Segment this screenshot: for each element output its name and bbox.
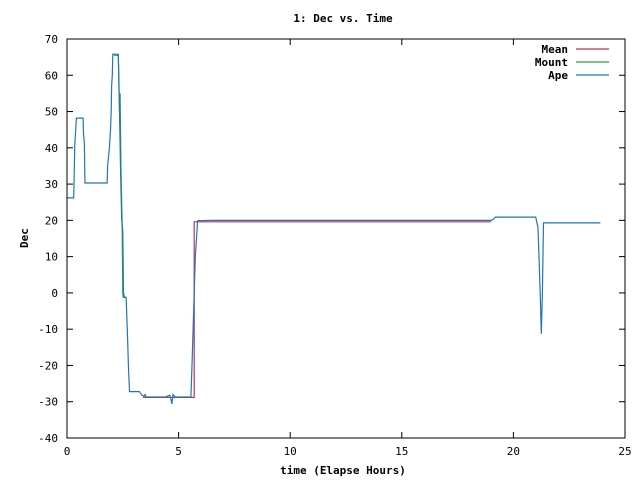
series-line-ape (67, 53, 601, 405)
y-tick-label: 30 (45, 178, 58, 191)
axes: 0 5 10 15 20 25 -40 -30 -20 -10 0 10 20 30 40 50 60 70 (38, 33, 632, 458)
x-tick-label: 0 (64, 445, 71, 458)
y-tick-label: -20 (38, 359, 58, 372)
x-tick-label: 20 (507, 445, 520, 458)
x-tick-label: 5 (175, 445, 182, 458)
legend-label-mean: Mean (542, 43, 569, 56)
plot-border (66, 38, 626, 439)
chart-title: 1: Dec vs. Time (293, 12, 393, 25)
y-axis-label: Dec (18, 228, 31, 248)
legend-label-mount: Mount (535, 56, 568, 69)
y-tick-label: -40 (38, 432, 58, 445)
y-tick-label: -30 (38, 396, 58, 409)
y-tick-label: -10 (38, 323, 58, 336)
x-tick-label: 15 (395, 445, 408, 458)
x-axis-label: time (Elapse Hours) (280, 464, 406, 477)
plot-area (67, 53, 601, 405)
y-tick-label: 0 (51, 287, 58, 300)
x-tick-label: 25 (618, 445, 631, 458)
y-tick-label: 60 (45, 69, 58, 82)
y-tick-label: 10 (45, 251, 58, 264)
y-tick-label: 20 (45, 214, 58, 227)
y-tick-label: 50 (45, 106, 58, 119)
x-tick-label: 10 (284, 445, 297, 458)
y-tick-label: 70 (45, 33, 58, 46)
y-tick-label: 40 (45, 142, 58, 155)
legend-label-ape: Ape (548, 69, 568, 82)
